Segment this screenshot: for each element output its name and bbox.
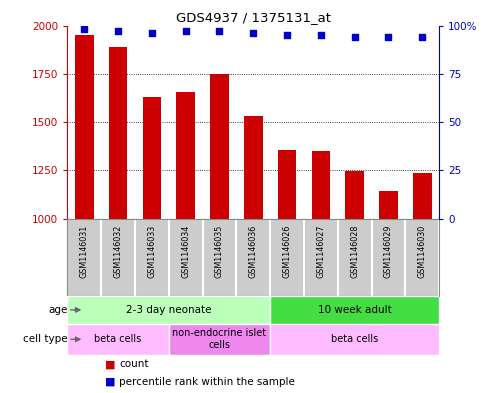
Text: GSM1146033: GSM1146033 — [147, 225, 156, 278]
Point — [317, 32, 325, 39]
Point — [80, 26, 88, 33]
Text: 10 week adult: 10 week adult — [318, 305, 392, 315]
Text: non-endocrine islet
cells: non-endocrine islet cells — [172, 329, 266, 350]
Text: GSM1146030: GSM1146030 — [418, 225, 427, 278]
Text: GSM1146032: GSM1146032 — [114, 225, 123, 278]
Text: GSM1146028: GSM1146028 — [350, 225, 359, 278]
Bar — [67, 324, 169, 355]
Text: 2-3 day neonate: 2-3 day neonate — [126, 305, 212, 315]
Text: GSM1146029: GSM1146029 — [384, 225, 393, 278]
Bar — [210, 74, 229, 219]
Text: GSM1146026: GSM1146026 — [282, 225, 291, 278]
Bar — [244, 116, 262, 219]
Point — [250, 30, 257, 37]
Bar — [109, 47, 127, 219]
Point — [283, 32, 291, 39]
Bar — [176, 92, 195, 219]
Text: GSM1146027: GSM1146027 — [316, 225, 325, 278]
Text: GSM1146035: GSM1146035 — [215, 225, 224, 278]
Bar — [169, 324, 270, 355]
Point — [182, 28, 190, 35]
Bar — [413, 173, 432, 219]
Text: GSM1146034: GSM1146034 — [181, 225, 190, 278]
Bar — [345, 171, 364, 219]
Bar — [67, 296, 270, 324]
Bar — [379, 191, 398, 219]
Text: age: age — [49, 305, 68, 315]
Point — [148, 30, 156, 37]
Point — [114, 28, 122, 35]
Bar — [143, 97, 161, 219]
Text: GSM1146031: GSM1146031 — [80, 225, 89, 278]
Point — [384, 34, 392, 40]
Text: percentile rank within the sample: percentile rank within the sample — [119, 376, 295, 387]
Point — [418, 34, 426, 40]
Bar — [270, 296, 439, 324]
Text: ■: ■ — [105, 376, 115, 387]
Point — [351, 34, 359, 40]
Text: count: count — [119, 359, 149, 369]
Bar — [270, 324, 439, 355]
Point — [216, 28, 224, 35]
Bar — [75, 35, 93, 219]
Title: GDS4937 / 1375131_at: GDS4937 / 1375131_at — [176, 11, 331, 24]
Bar — [278, 150, 296, 219]
Text: beta cells: beta cells — [94, 334, 142, 344]
Bar — [311, 151, 330, 219]
Text: ■: ■ — [105, 359, 115, 369]
Text: beta cells: beta cells — [331, 334, 378, 344]
Text: cell type: cell type — [23, 334, 68, 344]
Text: GSM1146036: GSM1146036 — [249, 225, 258, 278]
